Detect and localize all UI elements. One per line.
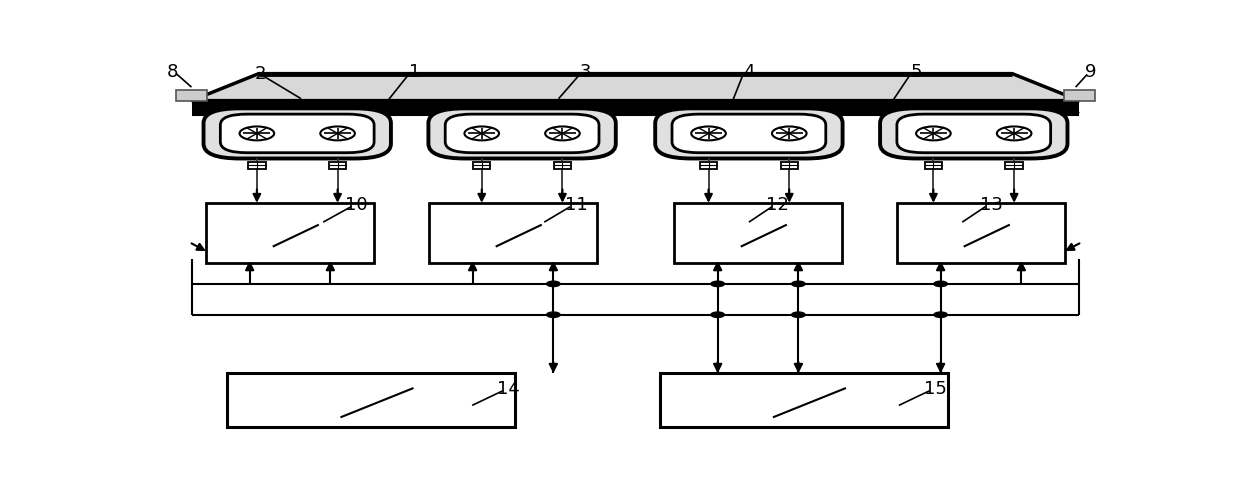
Bar: [329, 162, 346, 168]
Bar: [474, 162, 490, 168]
Bar: [660, 373, 947, 427]
FancyBboxPatch shape: [221, 114, 374, 153]
Circle shape: [711, 312, 724, 318]
Text: 5: 5: [910, 64, 921, 82]
Circle shape: [934, 281, 947, 287]
Bar: [925, 162, 942, 168]
Bar: [176, 90, 207, 101]
Text: 1: 1: [409, 64, 420, 82]
Text: 3: 3: [580, 64, 591, 82]
Text: 15: 15: [924, 380, 947, 398]
Bar: [781, 162, 797, 168]
FancyBboxPatch shape: [880, 108, 1068, 158]
FancyBboxPatch shape: [655, 108, 843, 158]
Text: 2: 2: [255, 65, 267, 83]
Circle shape: [773, 126, 806, 140]
Circle shape: [320, 126, 355, 140]
Circle shape: [791, 281, 805, 287]
Polygon shape: [191, 74, 1080, 101]
FancyBboxPatch shape: [897, 114, 1050, 153]
Bar: [248, 162, 265, 168]
Bar: [675, 203, 842, 263]
Text: 12: 12: [766, 196, 789, 214]
Text: 11: 11: [564, 196, 588, 214]
Bar: [699, 162, 717, 168]
Circle shape: [691, 126, 725, 140]
Bar: [897, 203, 1065, 263]
Text: 9: 9: [1085, 64, 1096, 82]
Bar: [1064, 90, 1095, 101]
FancyBboxPatch shape: [428, 108, 616, 158]
Text: 14: 14: [497, 380, 520, 398]
Bar: [206, 203, 374, 263]
Circle shape: [791, 312, 805, 318]
FancyBboxPatch shape: [445, 114, 599, 153]
Circle shape: [916, 126, 951, 140]
Circle shape: [465, 126, 498, 140]
Text: 4: 4: [743, 64, 755, 82]
Text: 13: 13: [980, 196, 1002, 214]
Text: 8: 8: [166, 63, 179, 81]
Bar: [1006, 162, 1023, 168]
Text: 10: 10: [346, 196, 368, 214]
FancyBboxPatch shape: [672, 114, 826, 153]
FancyBboxPatch shape: [203, 108, 391, 158]
Bar: [554, 162, 572, 168]
Circle shape: [547, 281, 560, 287]
Circle shape: [546, 126, 580, 140]
Bar: [227, 373, 516, 427]
Circle shape: [711, 281, 724, 287]
Bar: [191, 101, 1080, 115]
Circle shape: [997, 126, 1032, 140]
Circle shape: [239, 126, 274, 140]
Bar: [429, 203, 596, 263]
Circle shape: [934, 312, 947, 318]
Circle shape: [547, 312, 560, 318]
